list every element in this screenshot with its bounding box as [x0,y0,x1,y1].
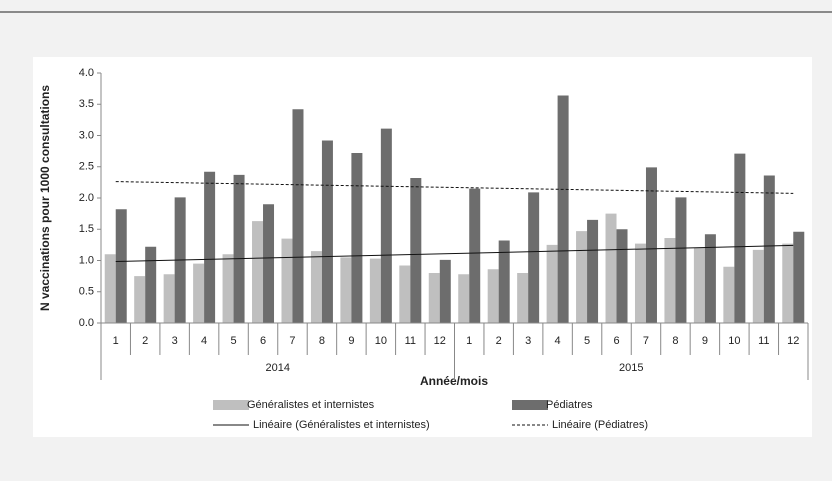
bar [693,248,705,323]
bar [458,274,470,323]
bar [616,229,628,323]
bar [723,266,735,323]
bar [204,171,216,323]
bar [517,273,529,323]
x-tick-label: 8 [319,335,325,347]
bar [487,269,499,323]
bar [752,249,764,323]
x-tick-label: 6 [260,335,266,347]
x-tick-label: 9 [702,335,708,347]
y-tick-label: 1.5 [79,223,94,235]
bar [546,244,558,323]
bar [163,274,175,323]
y-tick-label: 2.5 [79,161,94,173]
bar [145,246,157,323]
x-tick-label: 12 [787,335,799,347]
bar [664,238,676,323]
x-tick-label: 4 [555,335,561,347]
legend-label: Linéaire (Généralistes et internistes) [253,419,430,431]
bar [252,221,264,323]
bar [134,276,146,323]
x-tick-label: 1 [113,335,119,347]
y-tick-label: 3.0 [79,129,94,141]
y-tick-label: 3.5 [79,98,94,110]
x-tick-label: 7 [643,335,649,347]
bar [439,259,451,323]
bar [281,238,293,323]
bar [233,174,245,323]
bar [321,140,333,323]
bar [645,167,657,323]
group-label: 2014 [266,362,290,374]
x-tick-label: 5 [231,335,237,347]
x-tick-label: 10 [375,335,387,347]
bar [292,109,304,323]
bar [380,128,392,323]
bar [399,265,411,323]
bar [704,234,716,323]
x-tick-label: 5 [584,335,590,347]
legend-label: Pédiatres [546,399,593,411]
bar [734,153,746,323]
y-tick-label: 1.0 [79,254,94,266]
bar [634,243,646,323]
bar [528,192,540,323]
y-axis-label: N vaccinations pour 1000 consultations [38,85,52,311]
bar [104,254,116,323]
bar [222,254,234,323]
x-tick-label: 11 [405,335,416,347]
bar [193,263,205,323]
y-tick-label: 2.0 [79,192,94,204]
x-tick-label: 3 [525,335,531,347]
bar [557,95,569,323]
x-tick-label: 10 [728,335,740,347]
x-tick-label: 3 [172,335,178,347]
bar [340,257,352,323]
bar [675,197,687,323]
legend-swatch [213,400,249,410]
trend-line [115,244,794,263]
x-tick-label: 7 [289,335,295,347]
bar [310,251,322,323]
bar [428,273,440,323]
x-axis-label: Année/mois [420,374,488,388]
bar [115,209,127,323]
y-tick-label: 0.0 [79,317,94,329]
bar [469,188,481,323]
bar [351,153,363,323]
bar [576,231,588,323]
bar [410,178,422,323]
x-tick-label: 11 [758,335,769,347]
bar [605,213,617,323]
x-tick-label: 2 [142,335,148,347]
x-tick-label: 8 [672,335,678,347]
legend-label: Généralistes et internistes [247,399,375,411]
legend-swatch [512,400,548,410]
y-tick-label: 4.0 [79,67,94,79]
legend-label: Linéaire (Pédiatres) [552,419,648,431]
x-tick-label: 12 [434,335,446,347]
x-tick-label: 2 [496,335,502,347]
group-label: 2015 [619,362,643,374]
bar [263,204,275,323]
bar [793,231,805,323]
bar [498,240,510,323]
x-tick-label: 4 [201,335,207,347]
bar [782,243,794,323]
bar [587,219,599,323]
x-tick-label: 9 [348,335,354,347]
trend-line [115,181,794,194]
y-tick-label: 0.5 [79,286,94,298]
x-tick-label: 6 [613,335,619,347]
bar [763,175,775,323]
bar [369,258,381,323]
x-tick-label: 1 [466,335,472,347]
